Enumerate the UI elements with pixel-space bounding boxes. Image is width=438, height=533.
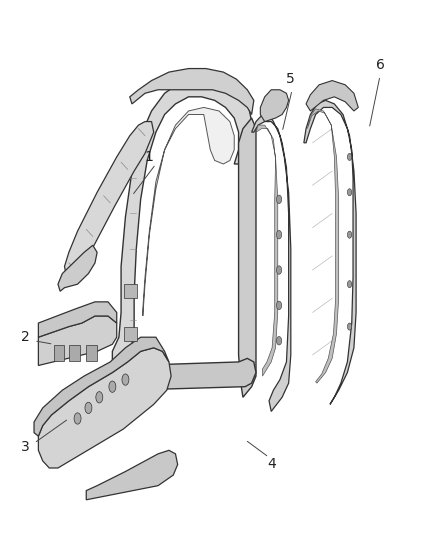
Circle shape [276, 336, 282, 345]
Bar [69, 345, 80, 360]
Text: 2: 2 [21, 330, 30, 344]
Polygon shape [58, 245, 97, 291]
Circle shape [276, 230, 282, 239]
Circle shape [96, 392, 103, 403]
Polygon shape [39, 316, 117, 366]
Polygon shape [113, 79, 252, 369]
Circle shape [122, 374, 129, 385]
Polygon shape [86, 450, 178, 500]
Text: 5: 5 [286, 72, 295, 86]
Polygon shape [39, 302, 117, 337]
Circle shape [109, 381, 116, 392]
Polygon shape [64, 122, 154, 277]
Polygon shape [39, 348, 171, 468]
Polygon shape [143, 108, 234, 316]
Bar [86, 345, 97, 360]
Circle shape [276, 301, 282, 310]
Text: 3: 3 [21, 440, 30, 454]
Polygon shape [239, 118, 256, 397]
Circle shape [347, 281, 352, 288]
Bar [124, 284, 137, 298]
Bar [53, 345, 64, 360]
Circle shape [347, 189, 352, 196]
Circle shape [276, 266, 282, 274]
Polygon shape [256, 125, 278, 376]
Polygon shape [306, 80, 358, 111]
Polygon shape [307, 109, 339, 383]
Circle shape [347, 231, 352, 238]
Polygon shape [130, 69, 254, 115]
Circle shape [85, 402, 92, 414]
Circle shape [276, 195, 282, 204]
Text: 6: 6 [376, 58, 385, 72]
Polygon shape [304, 100, 356, 405]
Polygon shape [118, 358, 256, 390]
Bar [124, 327, 137, 341]
Text: 4: 4 [267, 457, 276, 472]
Text: 1: 1 [145, 150, 154, 164]
Circle shape [347, 154, 352, 160]
Circle shape [347, 323, 352, 330]
Circle shape [74, 413, 81, 424]
Polygon shape [252, 115, 291, 411]
Polygon shape [260, 90, 289, 122]
Polygon shape [34, 337, 169, 436]
